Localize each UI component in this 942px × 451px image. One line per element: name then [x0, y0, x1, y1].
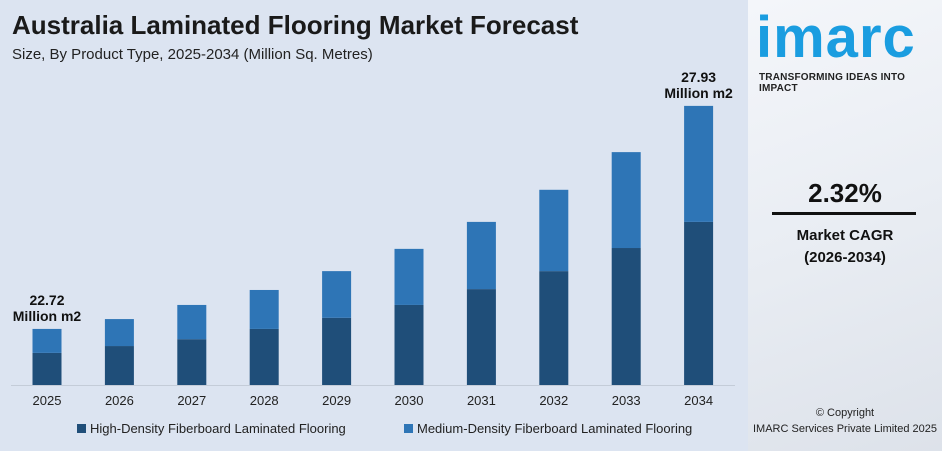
bar-segment-2032-medium-density — [539, 189, 569, 272]
info-panel: imarc TRANSFORMING IDEAS INTO IMPACT 2.3… — [748, 0, 942, 451]
x-tick-label: 2026 — [105, 393, 134, 408]
bar-segment-2029-medium-density — [322, 271, 352, 318]
chart-subtitle: Size, By Product Type, 2025-2034 (Millio… — [12, 46, 373, 63]
bar-segment-2033-high-density — [611, 248, 641, 385]
x-tick-label: 2031 — [467, 393, 496, 408]
copyright-company: IMARC Services Private Limited 2025 — [752, 423, 937, 435]
bar-segment-2027-medium-density — [177, 304, 207, 340]
page-title: Australia Laminated Flooring Market Fore… — [12, 10, 579, 40]
bar-segment-2026-high-density — [104, 346, 134, 385]
bar-segment-2026-medium-density — [104, 319, 134, 347]
divider — [772, 212, 916, 215]
legend-label: High-Density Fiberboard Laminated Floori… — [90, 421, 346, 436]
bar-segment-2033-medium-density — [611, 152, 641, 249]
copyright-line: © Copyright — [815, 407, 875, 419]
x-tick-label: 2027 — [177, 393, 206, 408]
bar-segment-2034-high-density — [684, 221, 714, 385]
x-tick-label: 2032 — [539, 393, 568, 408]
legend-item-medium-density: Medium-Density Fiberboard Laminated Floo… — [404, 421, 692, 436]
legend-swatch — [404, 424, 413, 433]
bar-segment-2029-high-density — [322, 317, 352, 385]
bar-segment-2028-high-density — [249, 328, 279, 385]
x-tick-label: 2028 — [250, 393, 279, 408]
bar-segment-2025-high-density — [32, 352, 62, 385]
x-tick-label: 2033 — [612, 393, 641, 408]
x-tick-label: 2029 — [322, 393, 351, 408]
data-label-unit: Million m2 — [13, 308, 82, 324]
bar-segment-2032-high-density — [539, 271, 569, 385]
x-tick-label: 2030 — [395, 393, 424, 408]
data-label-unit: Million m2 — [664, 85, 733, 101]
imarc-logo: imarc — [756, 5, 916, 70]
brand-tagline: TRANSFORMING IDEAS INTO IMPACT — [759, 72, 906, 94]
cagr-value: 2.32% — [808, 178, 882, 208]
bar-segment-2030-medium-density — [394, 248, 424, 305]
bar-segment-2031-high-density — [466, 289, 496, 385]
bar-segment-2031-medium-density — [466, 221, 496, 290]
x-tick-label: 2034 — [684, 393, 713, 408]
cagr-label: Market CAGR — [796, 227, 894, 244]
x-tick-label: 2025 — [33, 393, 62, 408]
data-label-value: 27.93 — [681, 69, 716, 85]
cagr-period: (2026-2034) — [804, 249, 886, 266]
legend-swatch — [77, 424, 86, 433]
bar-segment-2034-medium-density — [684, 105, 714, 222]
legend-item-high-density: High-Density Fiberboard Laminated Floori… — [77, 421, 346, 436]
bar-segment-2025-medium-density — [32, 328, 62, 353]
bar-segment-2027-high-density — [177, 339, 207, 385]
legend-label: Medium-Density Fiberboard Laminated Floo… — [417, 421, 693, 436]
stacked-bar-chart: 2025 2026 2027 2028 2029 2030 2031 2032 2033 2034… — [11, 69, 735, 408]
chart-panel: Australia Laminated Flooring Market Fore… — [11, 10, 735, 436]
bar-segment-2030-high-density — [394, 304, 424, 385]
data-label-value: 22.72 — [29, 292, 64, 308]
bar-segment-2028-medium-density — [249, 289, 279, 329]
